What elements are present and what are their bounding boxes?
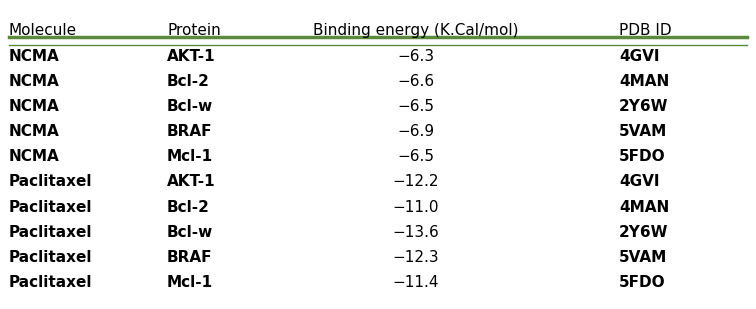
- Text: −12.3: −12.3: [392, 250, 439, 265]
- Text: AKT-1: AKT-1: [167, 174, 215, 189]
- Text: −6.6: −6.6: [397, 74, 434, 89]
- Text: NCMA: NCMA: [9, 74, 60, 89]
- Text: Binding energy (K.Cal/mol): Binding energy (K.Cal/mol): [313, 23, 519, 38]
- Text: Bcl-w: Bcl-w: [167, 225, 213, 239]
- Text: −11.0: −11.0: [392, 200, 439, 214]
- Text: 5VAM: 5VAM: [619, 124, 668, 139]
- Text: −13.6: −13.6: [392, 225, 439, 239]
- Text: 4MAN: 4MAN: [619, 200, 669, 214]
- Text: Paclitaxel: Paclitaxel: [9, 174, 92, 189]
- Text: Bcl-w: Bcl-w: [167, 99, 213, 114]
- Text: Paclitaxel: Paclitaxel: [9, 275, 92, 290]
- Text: 4MAN: 4MAN: [619, 74, 669, 89]
- Text: −6.3: −6.3: [397, 49, 434, 64]
- Text: −6.9: −6.9: [397, 124, 434, 139]
- Text: −6.5: −6.5: [397, 149, 434, 164]
- Text: AKT-1: AKT-1: [167, 49, 215, 64]
- Text: −11.4: −11.4: [392, 275, 439, 290]
- Text: Paclitaxel: Paclitaxel: [9, 250, 92, 265]
- Text: NCMA: NCMA: [9, 99, 60, 114]
- Text: Paclitaxel: Paclitaxel: [9, 200, 92, 214]
- Text: −12.2: −12.2: [392, 174, 439, 189]
- Text: PDB ID: PDB ID: [619, 23, 671, 38]
- Text: 4GVI: 4GVI: [619, 49, 659, 64]
- Text: Mcl-1: Mcl-1: [167, 275, 213, 290]
- Text: −6.5: −6.5: [397, 99, 434, 114]
- Text: 5FDO: 5FDO: [619, 275, 665, 290]
- Text: Mcl-1: Mcl-1: [167, 149, 213, 164]
- Text: Bcl-2: Bcl-2: [167, 200, 210, 214]
- Text: NCMA: NCMA: [9, 149, 60, 164]
- Text: Protein: Protein: [167, 23, 221, 38]
- Text: Bcl-2: Bcl-2: [167, 74, 210, 89]
- Text: BRAF: BRAF: [167, 124, 212, 139]
- Text: 5VAM: 5VAM: [619, 250, 668, 265]
- Text: 5FDO: 5FDO: [619, 149, 665, 164]
- Text: Molecule: Molecule: [9, 23, 77, 38]
- Text: 2Y6W: 2Y6W: [619, 99, 668, 114]
- Text: Paclitaxel: Paclitaxel: [9, 225, 92, 239]
- Text: 4GVI: 4GVI: [619, 174, 659, 189]
- Text: NCMA: NCMA: [9, 124, 60, 139]
- Text: NCMA: NCMA: [9, 49, 60, 64]
- Text: 2Y6W: 2Y6W: [619, 225, 668, 239]
- Text: BRAF: BRAF: [167, 250, 212, 265]
